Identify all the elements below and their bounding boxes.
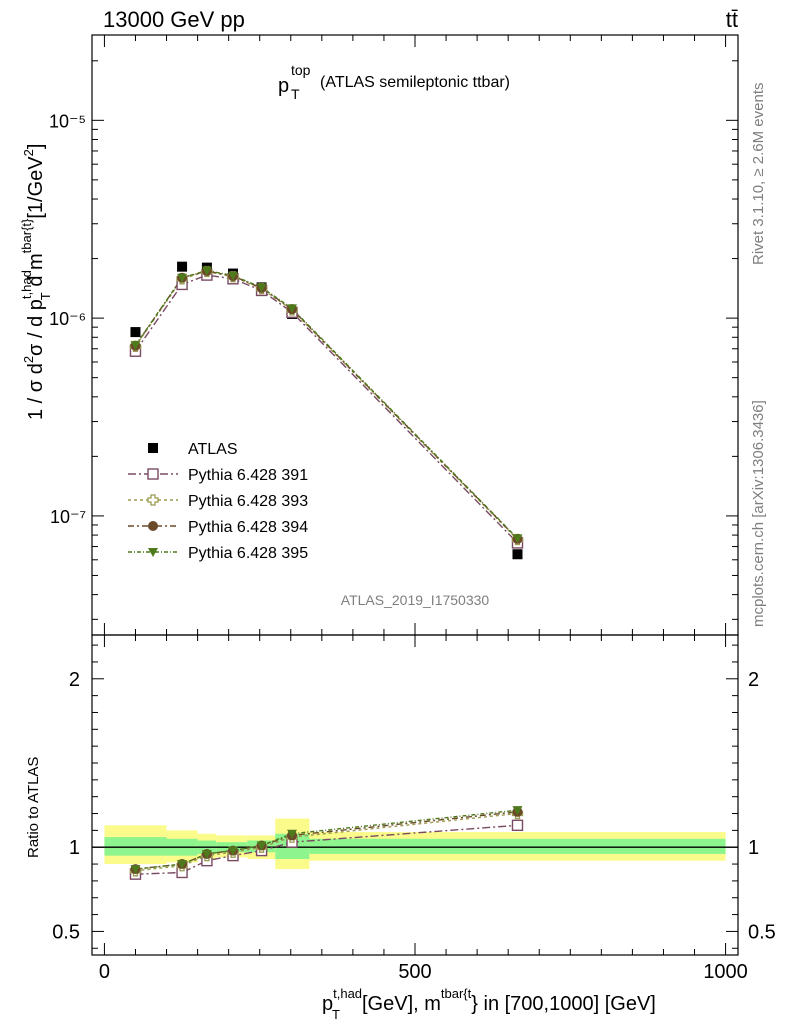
main-point (177, 273, 188, 283)
main-point (177, 261, 188, 272)
ratio-ytick-label: 1 (69, 837, 80, 859)
xtick-label: 1000 (703, 961, 748, 983)
ratio-point (201, 849, 212, 859)
legend-marker (147, 468, 159, 480)
ratio-frame (91, 634, 739, 956)
legend-marker (148, 521, 158, 531)
ratio-point (287, 829, 298, 839)
rivet-version-text: Rivet 3.1.10, ≥ 2.6M events (750, 83, 767, 266)
main-ytick-label: 10⁻⁵ (49, 111, 86, 131)
main-axes: 10⁻⁷ 10⁻⁶ 10⁻⁵ (49, 35, 738, 955)
legend-marker (147, 494, 159, 506)
main-point (228, 271, 239, 281)
main-ylabel-text: 1 / σ d2σ / d pt,had T d mtbar{t}[1/GeV2] (19, 144, 53, 420)
main-series (129, 261, 524, 560)
legend-label: Pythia 6.428 391 (188, 467, 308, 484)
title-subscript: T (291, 86, 300, 102)
title-superscript: top (291, 62, 311, 78)
ratio-ytick-label: 2 (69, 669, 80, 691)
analysis-watermark: ATLAS_2019_I1750330 (341, 592, 490, 608)
title-main: p (278, 75, 289, 97)
main-ylabel: 1 / σ d2σ / d pt,had T d mtbar{t}[1/GeV2] (19, 144, 53, 420)
main-point (256, 283, 267, 293)
xlabel-text: pt,had T [GeV], mtbar{t} in [700,1000] [Ge… (322, 986, 656, 1022)
ratio-band-inner (309, 838, 726, 854)
ratio-point (511, 819, 524, 832)
main-point (512, 549, 523, 560)
title-rest: (ATLAS semileptonic ttbar) (320, 74, 510, 91)
main-point (287, 304, 298, 314)
ratio-ytick-label-right: 1 (748, 837, 759, 859)
main-point (512, 534, 523, 544)
header-left: 13000 GeV pp (103, 7, 245, 32)
ratio-point (256, 841, 267, 851)
ratio-ytick-label-right: 0.5 (748, 921, 776, 943)
main-point (130, 341, 141, 351)
ratio-point (177, 860, 188, 870)
ratio-point (130, 865, 141, 875)
ratio-point (228, 846, 239, 856)
ratio-point (512, 806, 523, 816)
header-right: tt̄ (726, 7, 738, 32)
main-ytick-label: 10⁻⁶ (49, 309, 86, 329)
main-ytick-label: 10⁻⁷ (50, 507, 86, 527)
legend: ATLAS Pythia 6.428 391 Pythia 6.428 393 Pyt… (128, 441, 308, 562)
legend-label: Pythia 6.428 393 (188, 493, 308, 510)
mcplots-text: mcplots.cern.ch [arXiv:1306.3436] (750, 400, 767, 627)
main-point (201, 266, 212, 276)
ratio-ylabel: Ratio to ATLAS (25, 757, 42, 858)
legend-label: Pythia 6.428 394 (188, 519, 308, 536)
xtick-label: 0 (99, 961, 110, 983)
legend-marker (148, 443, 158, 453)
ratio-band-inner (104, 837, 167, 856)
plot-title: p top T (ATLAS semileptonic ttbar) (278, 62, 510, 102)
ratio-axes: 0.5 0.5 1 1 2 2 0 500 1000 (52, 644, 776, 983)
xtick-label: 500 (398, 961, 431, 983)
main-point (130, 327, 141, 338)
ratio-ytick-label-right: 2 (748, 669, 759, 691)
legend-marker (148, 548, 158, 557)
x-axis-label: pt,had T [GeV], mtbar{t} in [700,1000] [Ge… (322, 986, 656, 1022)
ratio-ytick-label: 0.5 (52, 921, 80, 943)
legend-label: ATLAS (188, 441, 238, 458)
ratio-series (129, 806, 524, 880)
ratio-bands (92, 818, 738, 870)
legend-label: Pythia 6.428 395 (188, 545, 308, 562)
